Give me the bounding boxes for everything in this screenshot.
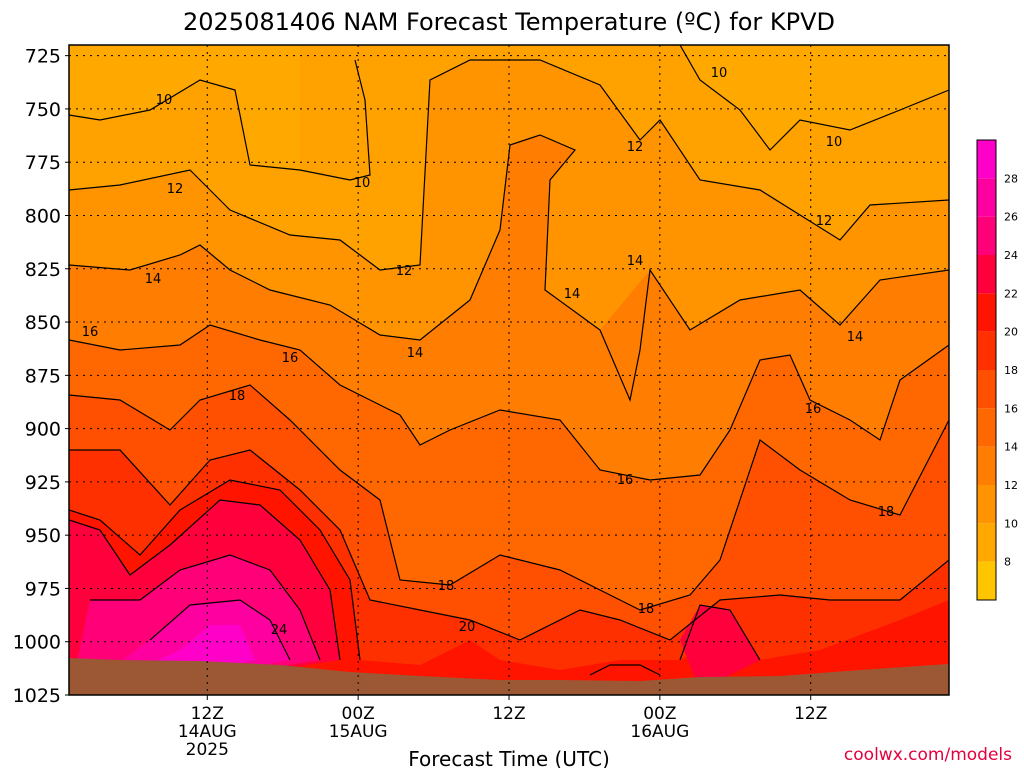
- contour-label-24: 24: [271, 623, 288, 638]
- y-tick-label-800: 800: [25, 205, 61, 227]
- y-tick-label-925: 925: [25, 472, 61, 494]
- contour-label-14: 14: [627, 254, 644, 269]
- contour-label-14: 14: [564, 287, 581, 302]
- contour-label-16: 16: [805, 402, 822, 417]
- contour-label-10: 10: [826, 135, 843, 150]
- y-tick-label-750: 750: [25, 99, 61, 121]
- x-tick-label-6-0: 12Z: [191, 704, 224, 724]
- x-tick-label-18-1: 15AUG: [329, 722, 388, 742]
- contour-label-16: 16: [282, 351, 299, 366]
- colorbar-segment-14: [977, 408, 996, 447]
- ground-terrain: [69, 658, 949, 695]
- colorbar-segment-8: [977, 523, 996, 562]
- y-tick-label-875: 875: [25, 365, 61, 387]
- colorbar-segment-26: [977, 178, 996, 217]
- colorbar-label-20: 20: [1004, 326, 1018, 339]
- colorbar-label-14: 14: [1004, 441, 1018, 454]
- colorbar-segment-22: [977, 255, 996, 294]
- colorbar-frame: [976, 139, 997, 601]
- colorbar-label-12: 12: [1004, 479, 1018, 492]
- x-tick-label-18-0: 00Z: [342, 704, 375, 724]
- y-tick-label-975: 975: [25, 578, 61, 600]
- colorbar-segment-16: [977, 370, 996, 409]
- y-tick-label-900: 900: [25, 419, 61, 441]
- x-tick-label-30-0: 12Z: [492, 704, 525, 724]
- colorbar-label-22: 22: [1004, 287, 1018, 300]
- contour-label-10: 10: [156, 93, 173, 108]
- colorbar-segment-24: [977, 216, 996, 255]
- contour-label-10: 10: [354, 176, 371, 191]
- contour-label-12: 12: [396, 264, 413, 279]
- colorbar-label-16: 16: [1004, 402, 1018, 415]
- x-axis-label: Forecast Time (UTC): [408, 747, 610, 768]
- credit-text: coolwx.com/models: [844, 745, 1012, 765]
- contour-label-12: 12: [167, 182, 184, 197]
- colorbar-label-24: 24: [1004, 249, 1018, 262]
- contour-label-18: 18: [229, 389, 246, 404]
- y-tick-label-725: 725: [25, 46, 61, 68]
- colorbar-label-18: 18: [1004, 364, 1018, 377]
- colorbar-segment-10: [977, 485, 996, 524]
- y-tick-label-1025: 1025: [13, 685, 61, 707]
- colorbar-label-26: 26: [1004, 211, 1018, 224]
- colorbar-segment-6: [977, 561, 996, 600]
- contour-labels: 10 10 10 10 12 12 12 12 14 14 14 14 14 16 16 16 16 18 18 18…: [82, 66, 895, 638]
- colorbar-segment-20: [977, 293, 996, 332]
- contour-label-18: 18: [438, 579, 455, 594]
- y-tick-label-775: 775: [25, 152, 61, 174]
- x-tick-label-6-2: 2025: [186, 740, 229, 760]
- colorbar-label-10: 10: [1004, 517, 1018, 530]
- band-cold-core: [69, 45, 949, 170]
- colorbar: 8 10 12 14 16 18 20 22 24 26 28: [976, 139, 1018, 601]
- contour-label-20: 20: [459, 620, 476, 635]
- contour-label-16: 16: [82, 325, 99, 340]
- colorbar-label-28: 28: [1004, 172, 1018, 185]
- x-tick-label-42-1: 16AUG: [630, 722, 689, 742]
- contour-label-12: 12: [627, 140, 644, 155]
- plot-area: 10 10 10 10 12 12 12 12 14 14 14 14 14 16 16 16 16 18 18 18…: [69, 45, 949, 695]
- contour-label-14: 14: [145, 272, 162, 287]
- contour-lines: [69, 45, 949, 676]
- contour-label-12: 12: [816, 214, 833, 229]
- chart-title: 2025081406 NAM Forecast Temperature (ºC)…: [183, 8, 835, 36]
- x-tick-label-54-0: 12Z: [794, 704, 827, 724]
- y-axis-ticks: 725 750 775 800 825 850 875 900 925 950 975 1000 102…: [13, 46, 69, 707]
- colorbar-label-8: 8: [1004, 556, 1011, 569]
- colorbar-segment-12: [977, 446, 996, 485]
- y-tick-label-825: 825: [25, 259, 61, 281]
- contour-label-10: 10: [711, 66, 728, 81]
- y-tick-label-950: 950: [25, 525, 61, 547]
- contour-label-18: 18: [638, 602, 655, 617]
- colorbar-segment-18: [977, 331, 996, 370]
- y-tick-label-850: 850: [25, 312, 61, 334]
- x-tick-label-6-1: 14AUG: [178, 722, 237, 742]
- contour-label-14: 14: [847, 330, 864, 345]
- colorbar-segment-28: [977, 140, 996, 179]
- x-tick-label-42-0: 00Z: [643, 704, 676, 724]
- y-tick-label-1000: 1000: [13, 632, 61, 654]
- contour-label-18: 18: [878, 505, 895, 520]
- contour-label-14: 14: [407, 346, 424, 361]
- contour-label-16: 16: [617, 473, 634, 488]
